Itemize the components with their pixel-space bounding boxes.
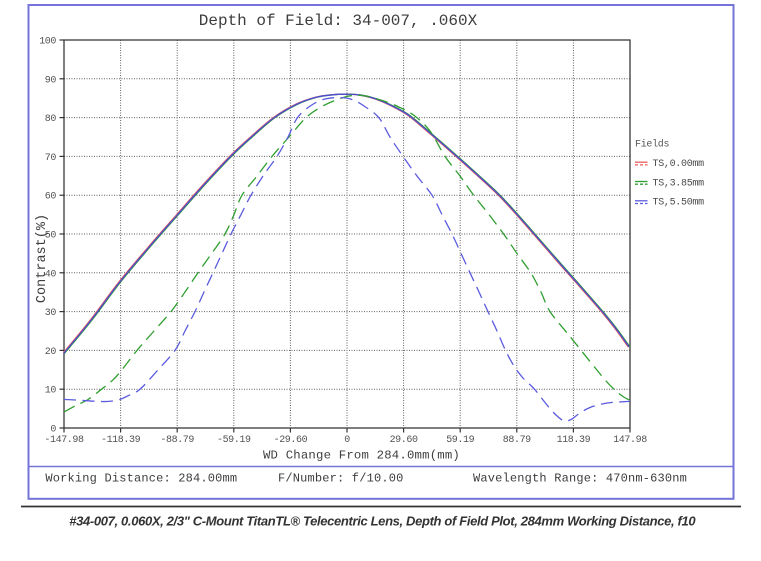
svg-text:0: 0 xyxy=(50,425,56,436)
svg-text:20: 20 xyxy=(45,347,57,358)
svg-text:Depth of Field: 34-007, .060X: Depth of Field: 34-007, .060X xyxy=(199,12,478,30)
svg-text:80: 80 xyxy=(45,114,57,125)
svg-text:F/Number: f/10.00: F/Number: f/10.00 xyxy=(278,472,403,486)
svg-text:-147.98: -147.98 xyxy=(44,435,84,446)
svg-text:118.39: 118.39 xyxy=(557,435,591,446)
svg-text:50: 50 xyxy=(45,231,57,242)
svg-text:60: 60 xyxy=(45,192,57,203)
svg-text:TS,3.85mm: TS,3.85mm xyxy=(653,178,705,189)
svg-text:100: 100 xyxy=(39,37,56,48)
svg-text:-59.19: -59.19 xyxy=(217,435,251,446)
svg-text:Fields: Fields xyxy=(635,139,670,151)
svg-text:Contrast(%): Contrast(%) xyxy=(35,214,50,303)
svg-text:0: 0 xyxy=(344,435,350,446)
svg-text:30: 30 xyxy=(45,308,57,319)
svg-text:70: 70 xyxy=(45,153,57,164)
svg-text:59.19: 59.19 xyxy=(446,435,474,446)
svg-text:#34-007, 0.060X, 2/3" C-Mount: #34-007, 0.060X, 2/3" C-Mount TitanTL® T… xyxy=(69,514,696,529)
svg-text:10: 10 xyxy=(45,386,57,397)
svg-text:88.79: 88.79 xyxy=(503,435,531,446)
svg-text:147.98: 147.98 xyxy=(613,435,647,446)
svg-text:90: 90 xyxy=(45,75,57,86)
svg-text:WD Change From 284.0mm(mm): WD Change From 284.0mm(mm) xyxy=(263,449,460,463)
svg-text:-88.79: -88.79 xyxy=(160,435,194,446)
svg-text:29.60: 29.60 xyxy=(390,435,418,446)
svg-text:-29.60: -29.60 xyxy=(274,435,308,446)
svg-text:-118.39: -118.39 xyxy=(101,435,141,446)
svg-text:TS,0.00mm: TS,0.00mm xyxy=(653,159,705,170)
svg-text:TS,5.50mm: TS,5.50mm xyxy=(653,198,705,209)
svg-text:Wavelength Range: 470nm-630nm: Wavelength Range: 470nm-630nm xyxy=(473,472,687,486)
svg-text:40: 40 xyxy=(45,269,57,280)
svg-text:Working Distance: 284.00mm: Working Distance: 284.00mm xyxy=(45,472,237,486)
